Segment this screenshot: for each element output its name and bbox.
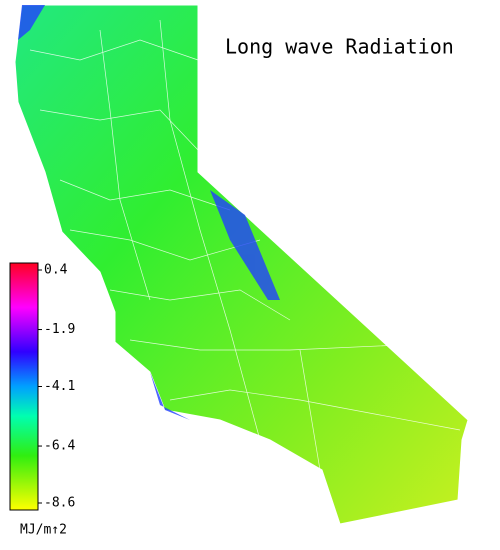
colorbar-tick-label: -4.1: [44, 379, 75, 394]
colorbar: [9, 262, 39, 511]
map-title: Long wave Radiation: [225, 35, 454, 59]
coast-shading: [18, 5, 280, 420]
colorbar-tick-label: -1.9: [44, 322, 75, 337]
colorbar-tick-label: -8.6: [44, 496, 75, 511]
county-lines: [29, 19, 461, 471]
colorbar-tick-label: -6.4: [44, 439, 75, 454]
colorbar-unit: MJ/m↑2: [20, 523, 67, 538]
colorbar-tick-label: 0.4: [44, 263, 68, 278]
state-outline: [14, 4, 469, 525]
colorbar-ticks: 0.4 -1.9 -4.1 -6.4 -8.6: [38, 263, 75, 511]
state-map: [14, 4, 469, 525]
